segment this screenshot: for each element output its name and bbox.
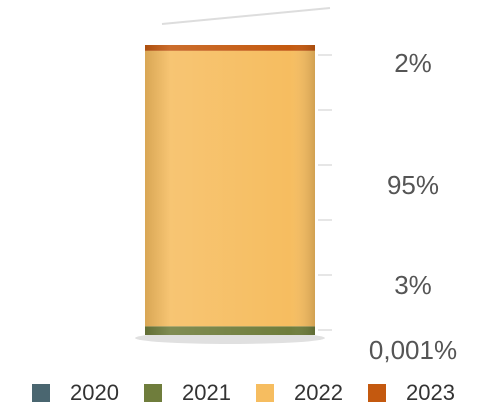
legend-label: 2020: [70, 380, 119, 405]
legend-label: 2023: [406, 380, 455, 405]
legend-swatch: [144, 384, 162, 402]
bar-shade: [145, 50, 315, 327]
legend-swatch: [32, 384, 50, 402]
legend-label: 2021: [182, 380, 231, 405]
legend-swatch: [368, 384, 386, 402]
legend: 2020 2021 2022 2023: [32, 380, 455, 405]
value-label: 3%: [394, 270, 432, 300]
legend-swatch: [256, 384, 274, 402]
value-label: 95%: [387, 170, 439, 200]
bar-shade: [145, 45, 315, 51]
legend-label: 2022: [294, 380, 343, 405]
bar-stack: [145, 45, 315, 335]
value-label: 0,001%: [369, 335, 457, 365]
bar-shade: [145, 326, 315, 335]
decoration-line: [161, 7, 331, 25]
value-label: 2%: [394, 48, 432, 78]
value-labels: 0,001% 3% 95% 2%: [369, 48, 457, 365]
